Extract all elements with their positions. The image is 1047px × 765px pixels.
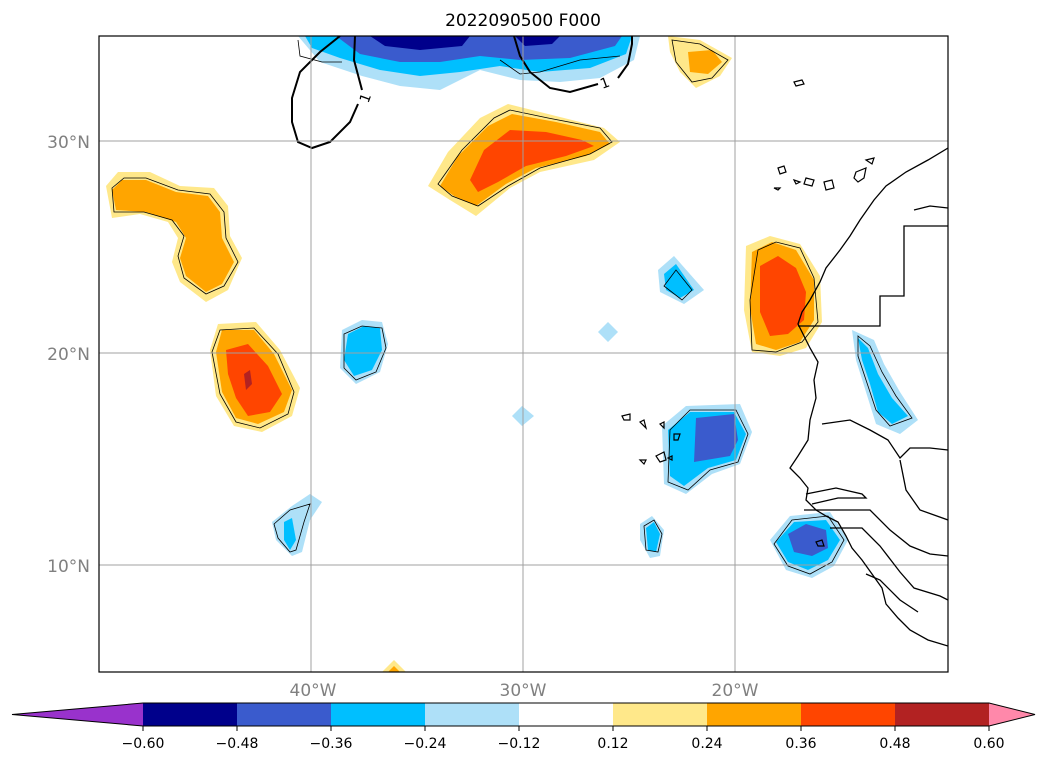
contour-line xyxy=(437,109,613,207)
colorbar-bin xyxy=(707,703,802,726)
lon-label-20w: 20°W xyxy=(712,681,759,701)
lon-label-30w: 30°W xyxy=(500,681,547,701)
lat-label-10n: 10°N xyxy=(47,557,90,577)
island-canary xyxy=(864,157,875,165)
colorbar-bin xyxy=(613,703,708,726)
contour-fill-dark-blue-2 xyxy=(515,36,560,46)
thick-contour xyxy=(617,36,633,79)
contour-fill-blue xyxy=(646,522,660,552)
senegal-border xyxy=(805,487,868,505)
island-cape-verde xyxy=(655,451,667,463)
contour-line xyxy=(857,335,913,427)
lat-label-30n: 30°N xyxy=(47,133,90,153)
island-canary xyxy=(777,165,787,175)
contour-line xyxy=(667,409,749,491)
anomaly-region-north-negative xyxy=(298,36,640,90)
contour-fill-light-blue xyxy=(598,322,618,342)
island-bijagos xyxy=(815,539,825,547)
contour-fill-dark-red xyxy=(244,370,252,390)
island-cape-verde xyxy=(638,459,647,466)
colorbar-tick-label: −0.12 xyxy=(498,736,541,752)
thick-contour-lines xyxy=(291,36,633,150)
sierra-leone-border xyxy=(865,573,919,613)
africa-coastline xyxy=(789,147,948,647)
western-sahara-border xyxy=(798,225,948,327)
contour-fill-blue xyxy=(284,518,296,550)
colorbar-tick-label: −0.60 xyxy=(122,736,165,752)
map-title: 2022090500 F000 xyxy=(445,11,601,31)
thick-contour xyxy=(513,36,599,94)
colorbar-bin xyxy=(143,703,238,726)
island-madeira xyxy=(793,79,805,87)
contour-line xyxy=(273,503,311,553)
coastlines xyxy=(789,147,948,647)
colorbar: −0.60 −0.48 −0.36 −0.24 −0.12 0.12 0.24 0.36 0.4… xyxy=(11,702,1036,752)
contour-fill-blue xyxy=(858,338,908,424)
colorbar-tick-label: −0.48 xyxy=(216,736,259,752)
contour-line xyxy=(671,39,729,83)
mali-border xyxy=(899,459,948,521)
island-cape-verde xyxy=(666,455,673,461)
contour-fill-blue xyxy=(344,326,382,376)
colorbar-tick-label: 0.60 xyxy=(973,736,1004,752)
contour-fill-orange xyxy=(112,180,234,292)
thick-contour xyxy=(291,36,359,150)
contour-line xyxy=(343,325,387,381)
contour-fill-dark-blue xyxy=(370,36,470,50)
colorbar-bin xyxy=(801,703,896,726)
contour-fill-red-orange xyxy=(470,130,594,192)
contour-line xyxy=(749,241,819,353)
colorbar-under-extension xyxy=(12,703,143,726)
contour-fill-medium-blue xyxy=(788,524,828,556)
contour-fill-orange xyxy=(688,50,722,74)
contour-fill-blue xyxy=(664,264,694,298)
colorbar-bin xyxy=(331,703,426,726)
colorbar-over-extension xyxy=(989,703,1035,726)
colorbar-tick-label: 0.36 xyxy=(785,736,816,752)
colorbar-bin xyxy=(895,703,990,726)
colorbar-bin xyxy=(519,703,614,726)
island-cape-verde xyxy=(658,421,665,430)
contour-line xyxy=(643,519,663,553)
contour-fill-orange-south xyxy=(388,666,400,672)
colorbar-tick-label: −0.24 xyxy=(404,736,447,752)
gridlines xyxy=(99,36,948,672)
island-canary xyxy=(823,179,835,191)
island-cape-verde xyxy=(638,419,648,430)
islands xyxy=(621,79,875,547)
colorbar-tick-label: −0.36 xyxy=(310,736,353,752)
island-canary xyxy=(803,177,815,187)
colorbar-bin xyxy=(425,703,520,726)
map-frame xyxy=(98,35,949,673)
anomaly-region-northeast-positive xyxy=(668,36,732,88)
contour-line xyxy=(773,515,845,575)
anomaly-region-west-positive xyxy=(106,172,242,302)
contour-line xyxy=(211,327,295,429)
island-cape-verde xyxy=(621,413,631,421)
lon-label-40w: 40°W xyxy=(290,681,337,701)
morocco-border xyxy=(913,205,948,211)
mauritania-border xyxy=(821,419,948,460)
contour-line xyxy=(111,177,239,295)
island-canary xyxy=(853,167,867,183)
contour-fill-medium-blue xyxy=(694,414,738,462)
colorbar-bin xyxy=(237,703,332,726)
guinea-bissau-border xyxy=(830,527,948,601)
contour-line xyxy=(663,269,693,301)
island-canary xyxy=(773,187,782,191)
colorbar-tick-label: 0.48 xyxy=(879,736,910,752)
colorbar-tick-label: 0.24 xyxy=(691,736,722,752)
contour-fill-red-orange xyxy=(760,256,806,336)
contour-fill-red-orange xyxy=(226,344,282,416)
lat-label-20n: 20°N xyxy=(47,345,90,365)
thick-contour xyxy=(352,36,363,91)
guinea-border xyxy=(804,509,948,557)
anomaly-region-negative-blobs xyxy=(272,256,918,578)
map-panel: 1 1 xyxy=(99,36,948,672)
anomaly-region-central-positive xyxy=(428,104,620,216)
island-canary xyxy=(792,178,802,185)
island-cape-verde xyxy=(673,433,681,441)
colorbar-tick-label: 0.12 xyxy=(597,736,628,752)
